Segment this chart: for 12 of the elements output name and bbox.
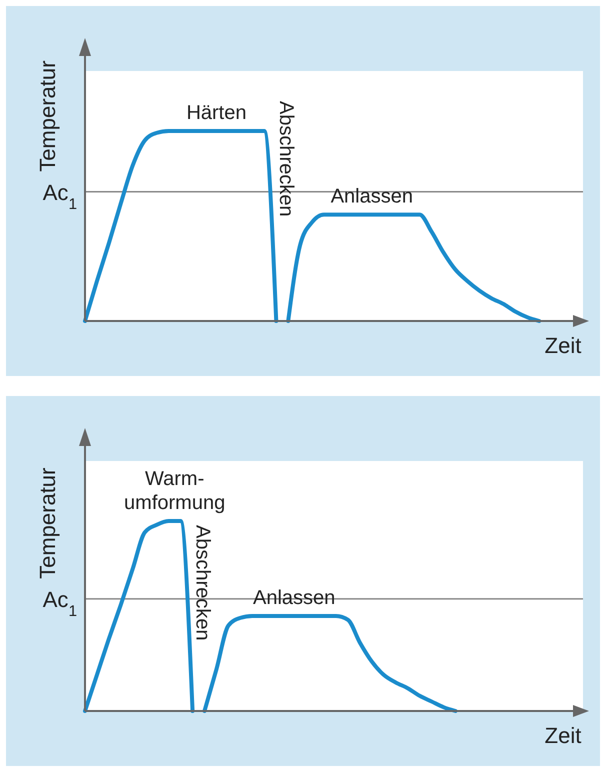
annotation: Abschrecken [192,525,214,641]
ref-line-label: Ac$_{1}$ [42,180,77,212]
annotation: Abschrecken [275,101,298,217]
text: Härten [186,102,246,124]
y-axis-title: Temperatur [35,60,60,172]
y-axis-title: Temperatur [35,468,60,579]
x-axis-title: Zeit [544,723,582,748]
ref-line-label: Ac$_{1}$ [42,586,77,620]
annotation: Anlassen [330,186,413,208]
text: Warm- umformung [124,468,226,514]
x-axis-title: Zeit [544,333,582,358]
annotation: Anlassen [253,587,336,609]
